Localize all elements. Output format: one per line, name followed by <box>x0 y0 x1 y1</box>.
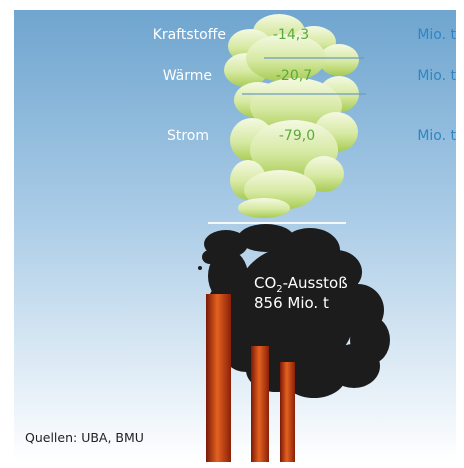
row-unit-strom: Mio. t <box>417 128 456 144</box>
row-value-kraftstoffe: -14,3 <box>273 27 309 43</box>
row-label-waerme: Wärme <box>163 68 212 84</box>
row-unit-kraftstoffe: Mio. t <box>417 27 456 43</box>
source-note: Quellen: UBA, BMU <box>25 430 144 445</box>
row-unit-waerme: Mio. t <box>417 68 456 84</box>
chimney-left <box>206 294 231 462</box>
co2-amount: 856 Mio. t <box>254 294 329 312</box>
chimney-middle <box>251 346 269 462</box>
row-label-kraftstoffe: Kraftstoffe <box>153 27 226 43</box>
row-label-strom: Strom <box>167 128 209 144</box>
co2-label: CO2-Ausstoß <box>254 274 348 295</box>
infographic-canvas: Kraftstoffe -14,3 Mio. t Wärme -20,7 Mio… <box>14 10 456 462</box>
row-value-strom: -79,0 <box>279 128 315 144</box>
chimney-right <box>280 362 295 462</box>
clean-cloud <box>224 14 359 218</box>
row-value-waerme: -20,7 <box>276 68 312 84</box>
chimneys <box>206 294 295 462</box>
infographic-frame: Kraftstoffe -14,3 Mio. t Wärme -20,7 Mio… <box>14 10 456 462</box>
